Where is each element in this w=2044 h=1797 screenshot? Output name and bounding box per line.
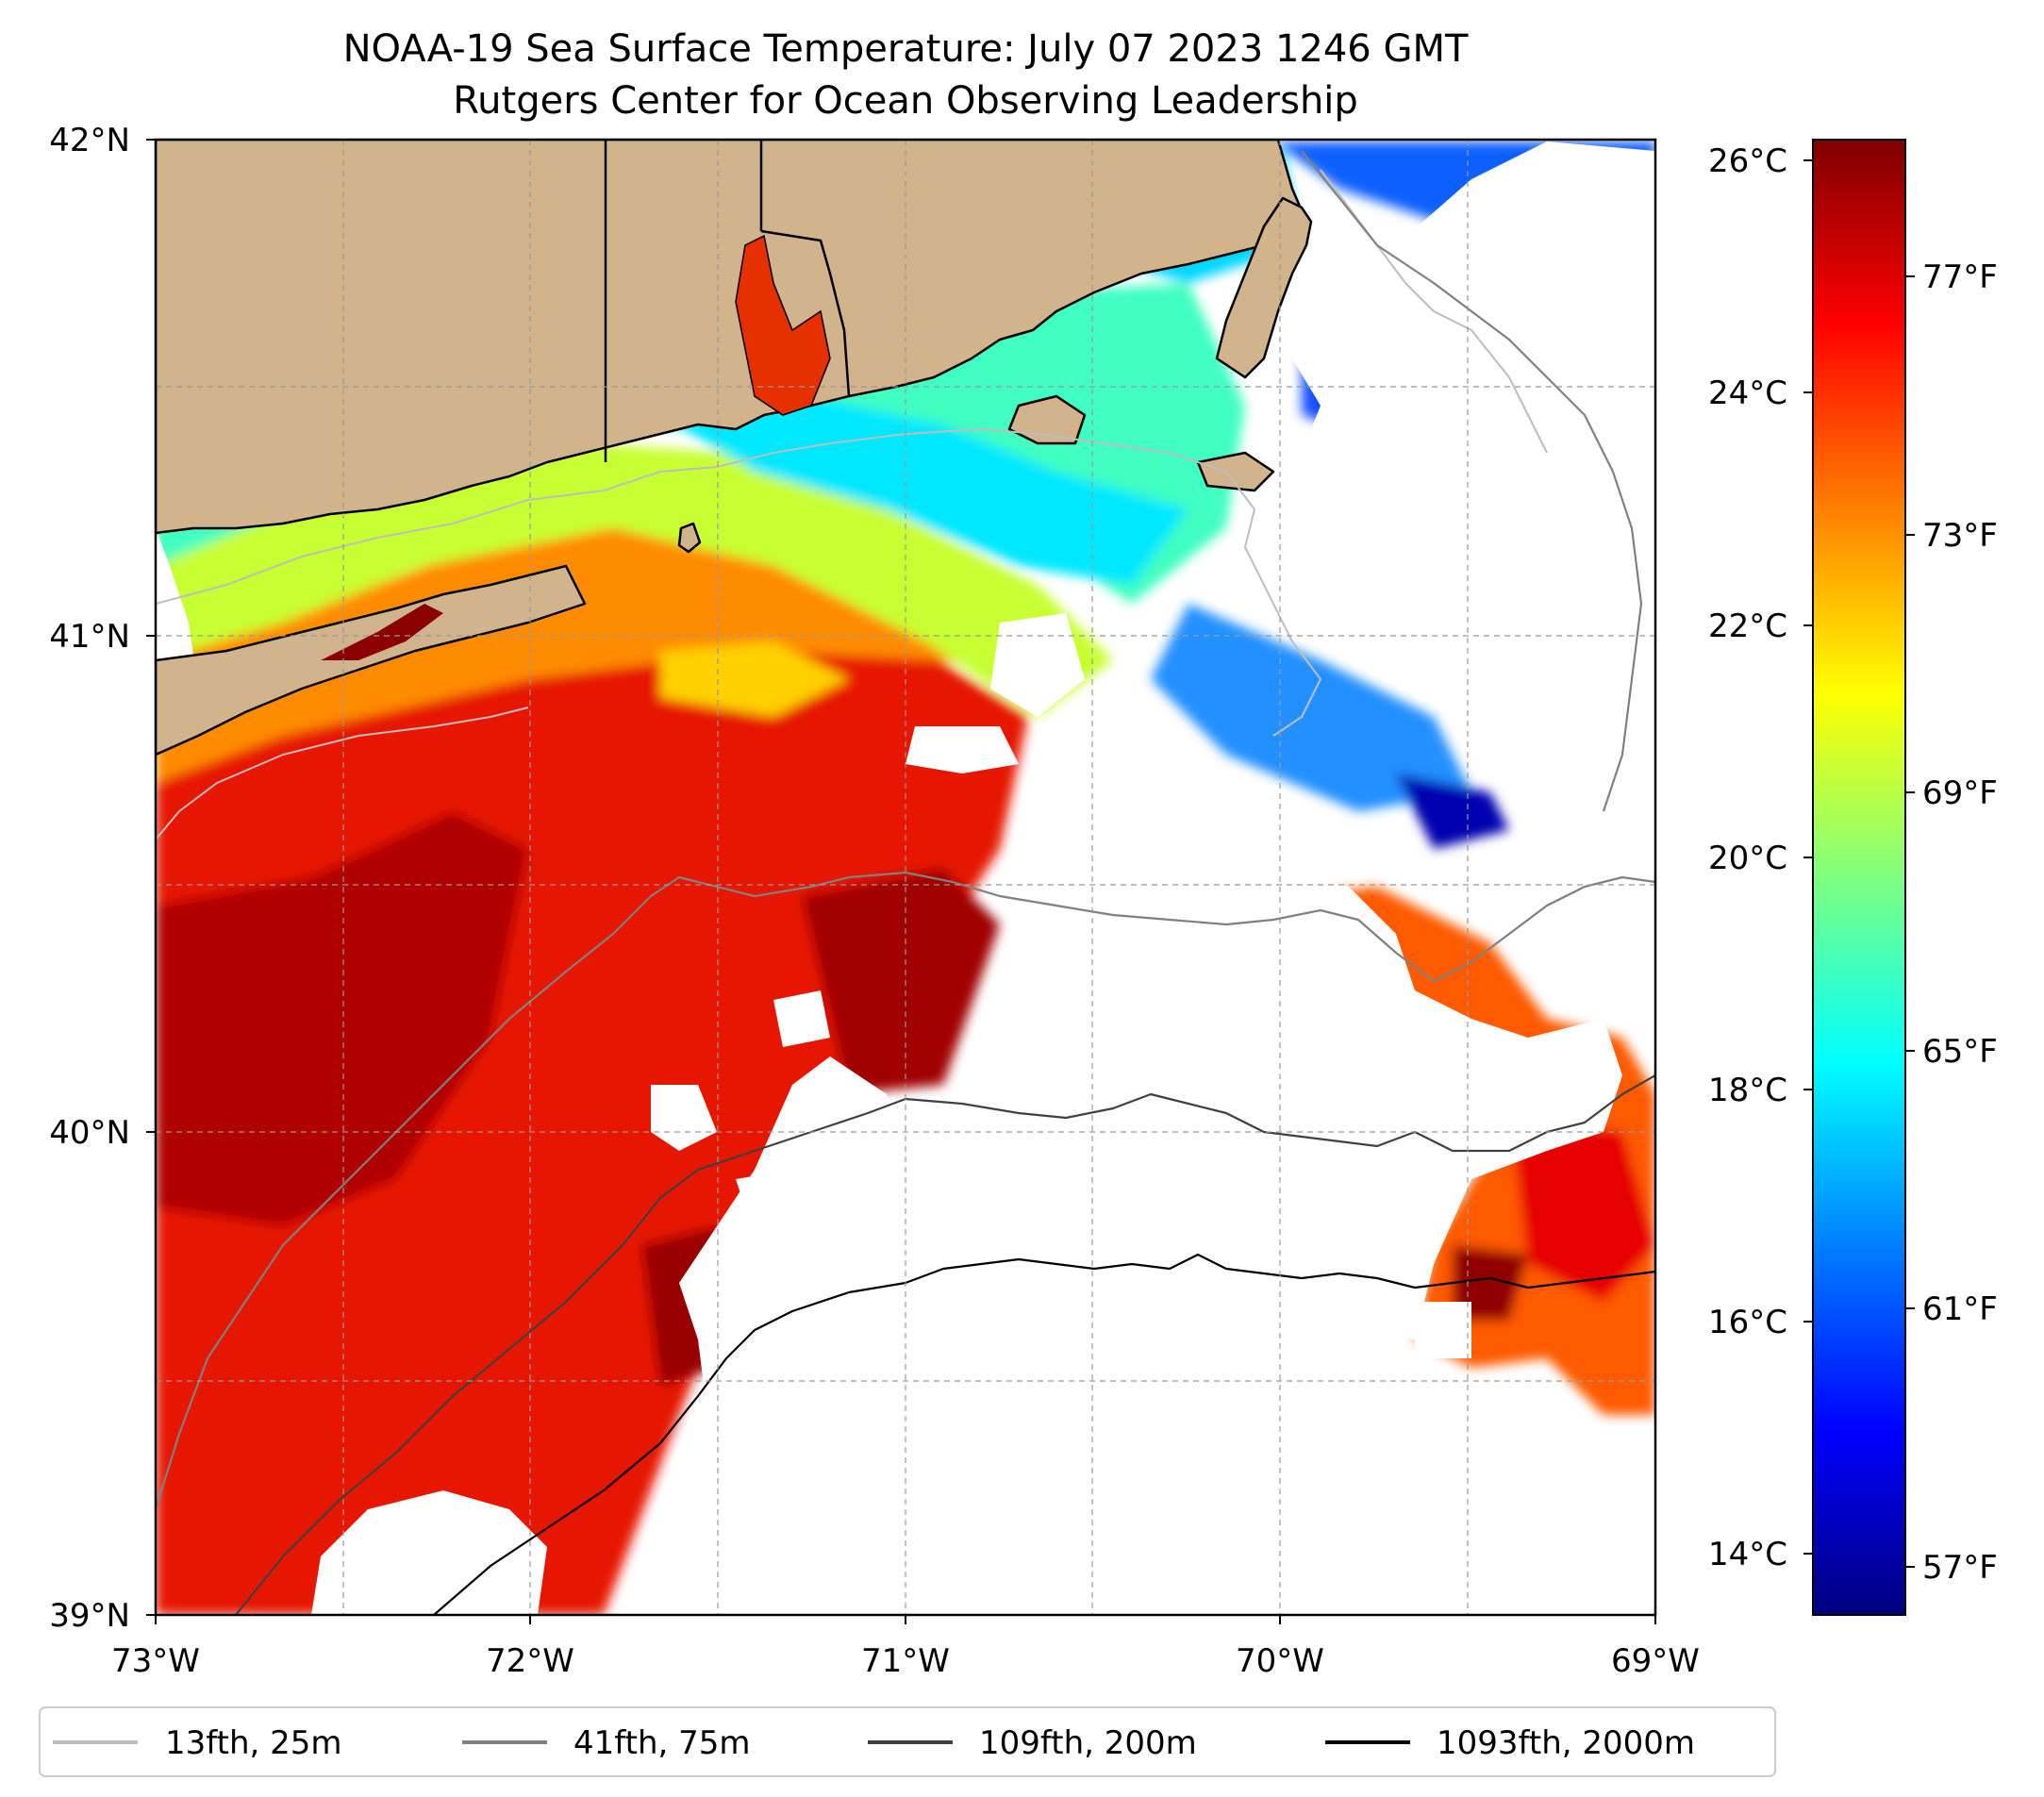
state-borders [604,140,851,462]
title-line2: Rutgers Center for Ocean Observing Leade… [453,79,1358,123]
contour-25m [156,428,1321,737]
legend-label: 41fth, 75m [573,1724,751,1762]
narragansett-bay-sst [735,234,831,416]
x-tick-label: 72°W [486,1642,574,1680]
fahrenheit-tick-label: 65°F [1922,1033,1998,1071]
celsius-tick-label: 24°C [1708,374,1787,412]
fahrenheit-tick-label: 77°F [1922,258,1998,296]
peconic-sst [321,604,443,660]
contour-200m [235,1074,1655,1615]
fahrenheit-tick-label: 61°F [1922,1290,1998,1328]
block-island [677,522,702,554]
legend-label: 1093fth, 2000m [1437,1724,1695,1762]
contour-2000m [433,1253,1655,1615]
celsius-tick-label: 14°C [1708,1536,1787,1573]
legend: 13fth, 25m 41fth, 75m 109fth, 200m 1093f… [39,1706,1776,1777]
fahrenheit-tick-label: 69°F [1922,774,1998,812]
sst-map [156,140,1655,1615]
title-line1: NOAA-19 Sea Surface Temperature: July 07… [343,27,1469,71]
land [156,140,1313,757]
fahrenheit-tick-label: 73°F [1922,517,1998,555]
contour-75m [156,871,1655,1510]
cape-cod [1215,196,1313,379]
fahrenheit-tick-label: 57°F [1922,1549,1998,1587]
celsius-tick-label: 18°C [1708,1072,1787,1109]
x-tick-label: 70°W [1236,1642,1324,1680]
x-tick-label: 71°W [861,1642,950,1680]
celsius-tick-label: 26°C [1708,142,1787,180]
y-tick-label: 39°N [49,1597,130,1635]
celsius-tick-label: 20°C [1708,840,1787,877]
legend-label: 109fth, 200m [979,1724,1197,1762]
martha-vineyard [1007,394,1087,445]
x-tick-label: 69°W [1611,1642,1700,1680]
contour-25m-b [156,707,529,840]
gridlines [156,140,1655,1615]
colorbar-gradient [1812,139,1906,1616]
x-axis: 73°W 72°W 71°W 70°W 69°W [111,1615,1700,1680]
x-tick-label: 73°W [111,1642,200,1680]
celsius-tick-label: 16°C [1708,1304,1787,1341]
celsius-tick-label: 22°C [1708,607,1787,645]
y-tick-label: 41°N [49,618,130,656]
colorbar: 26°C 24°C 22°C 20°C 18°C 16°C 14°C 77°F … [1708,139,1998,1616]
bathymetry-contours [156,150,1655,1615]
y-tick-label: 42°N [49,122,130,159]
y-axis: 42°N 41°N 40°N 39°N [49,122,156,1635]
nantucket [1196,451,1275,492]
long-island [156,564,587,757]
y-tick-label: 40°N [49,1114,130,1152]
contour-75m-b [1301,150,1643,812]
legend-label: 13fth, 25m [165,1724,342,1762]
